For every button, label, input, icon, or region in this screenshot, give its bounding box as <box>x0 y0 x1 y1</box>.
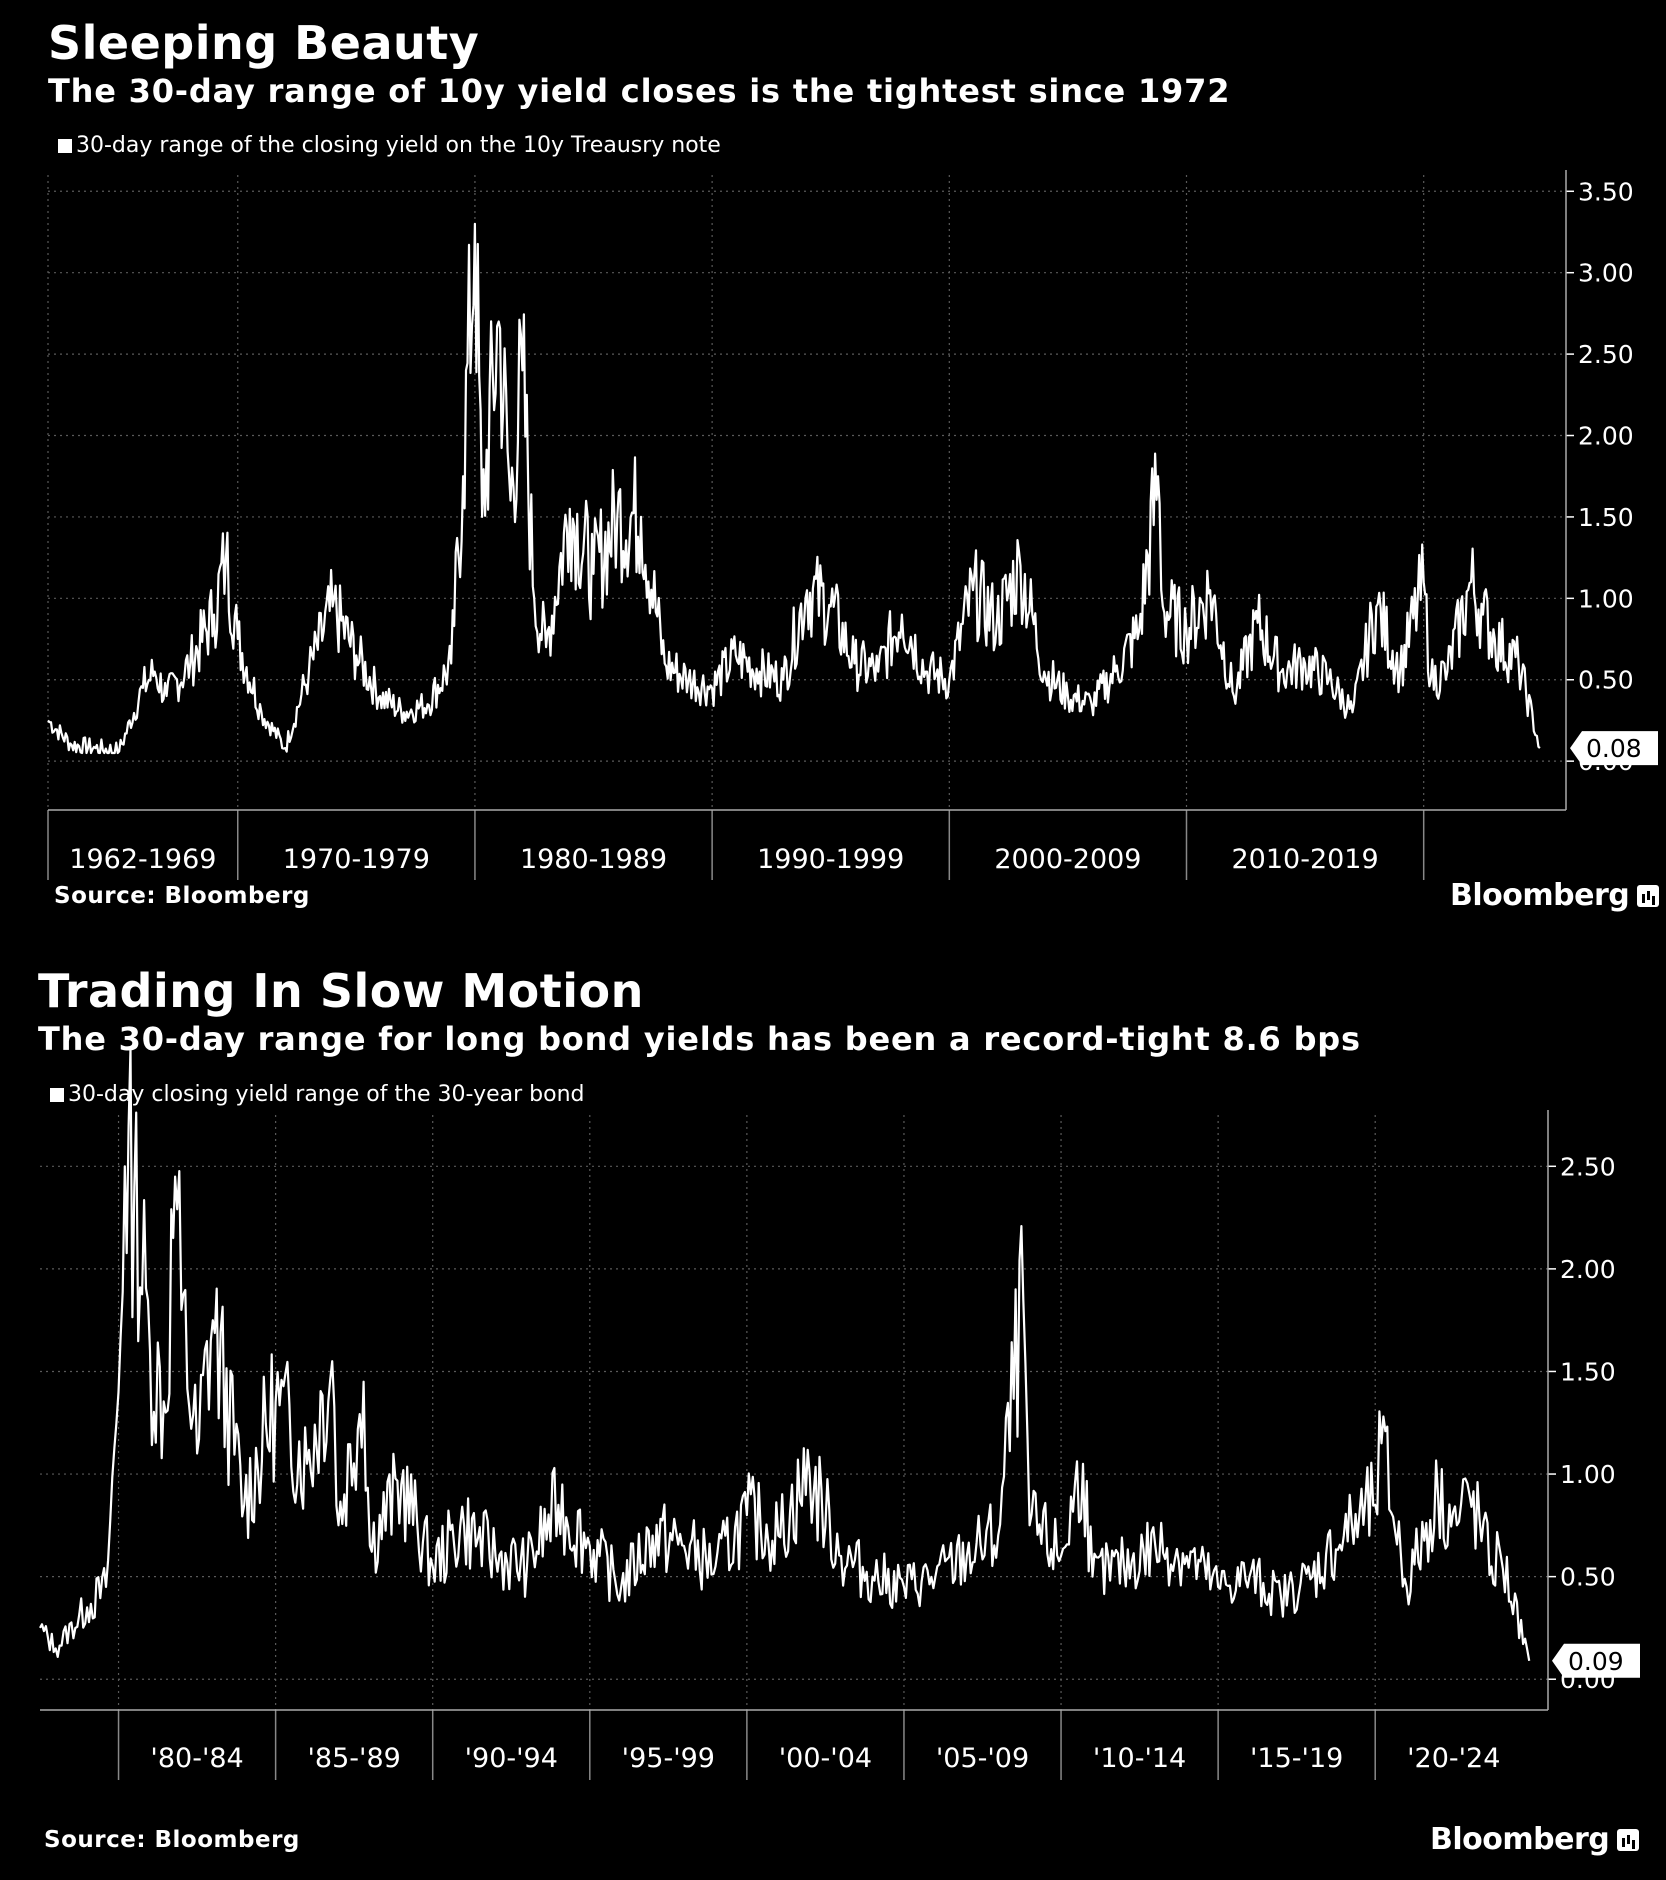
bloomberg-brand: Bloomberg <box>1450 878 1660 913</box>
x-tick-label: 1990-1999 <box>757 844 904 875</box>
y-tick-label: 0.50 <box>1578 666 1634 695</box>
chart-legend: 30-day range of the closing yield on the… <box>58 133 721 158</box>
chart-panel-30y: Trading In Slow Motion The 30-day range … <box>0 950 1666 1880</box>
x-tick-label: 1980-1989 <box>520 844 667 875</box>
last-value-callout <box>1570 731 1658 766</box>
x-tick-label: '05-'09 <box>936 1743 1029 1774</box>
x-tick-label: 1962-1969 <box>69 844 216 875</box>
y-tick-label: 2.00 <box>1578 422 1634 451</box>
legend-swatch <box>50 1087 64 1102</box>
x-tick-label: '90-'94 <box>465 1743 558 1774</box>
legend-label: 30-day closing yield range of the 30-yea… <box>68 1082 585 1107</box>
y-tick-label: 1.00 <box>1560 1460 1616 1489</box>
x-tick-label: '20-'24 <box>1407 1743 1500 1774</box>
bloomberg-brand: Bloomberg <box>1430 1822 1640 1857</box>
last-value-label: 0.09 <box>1568 1647 1624 1676</box>
y-tick-label: 1.00 <box>1578 584 1634 613</box>
y-tick-label: 1.50 <box>1578 503 1634 532</box>
brand-label: Bloomberg <box>1450 878 1630 913</box>
line-chart-10y: 0.000.501.001.502.002.503.003.501962-196… <box>47 170 1658 880</box>
y-tick-label: 2.00 <box>1560 1255 1616 1284</box>
series-line <box>47 222 1541 755</box>
x-tick-label: 2010-2019 <box>1232 844 1379 875</box>
bloomberg-logo-icon <box>1617 1828 1640 1851</box>
x-tick-label: '80-'84 <box>150 1743 243 1774</box>
x-tick-label: 2000-2009 <box>994 844 1141 875</box>
legend-label: 30-day range of the closing yield on the… <box>76 133 721 158</box>
bloomberg-logo-icon <box>1637 884 1660 907</box>
source-note: Source: Bloomberg <box>54 883 310 909</box>
x-tick-label: '15-'19 <box>1250 1743 1343 1774</box>
series-line <box>39 1047 1531 1661</box>
chart-subtitle: The 30-day range for long bond yields ha… <box>38 1020 1361 1058</box>
x-tick-label: 1970-1979 <box>283 844 430 875</box>
line-chart-30y: 0.000.501.001.502.002.50'80-'84'85-'89'9… <box>39 1047 1640 1780</box>
chart-subtitle: The 30-day range of 10y yield closes is … <box>48 72 1231 110</box>
chart-legend: 30-day closing yield range of the 30-yea… <box>50 1082 584 1107</box>
y-tick-label: 1.50 <box>1560 1357 1616 1386</box>
legend-swatch <box>58 138 72 153</box>
chart-title: Sleeping Beauty <box>48 16 480 70</box>
y-tick-label: 2.50 <box>1560 1152 1616 1181</box>
x-tick-label: '10-'14 <box>1093 1743 1186 1774</box>
source-note: Source: Bloomberg <box>44 1827 300 1853</box>
y-tick-label: 3.50 <box>1578 177 1634 206</box>
chart-title: Trading In Slow Motion <box>38 964 644 1018</box>
chart-panel-10y: Sleeping Beauty The 30-day range of 10y … <box>0 0 1666 930</box>
x-tick-label: '95-'99 <box>622 1743 715 1774</box>
brand-label: Bloomberg <box>1430 1822 1610 1857</box>
y-tick-label: 2.50 <box>1578 340 1634 369</box>
last-value-callout <box>1552 1643 1640 1678</box>
x-tick-label: '85-'89 <box>308 1743 401 1774</box>
y-tick-label: 0.50 <box>1560 1563 1616 1592</box>
x-tick-label: '00-'04 <box>779 1743 872 1774</box>
y-tick-label: 3.00 <box>1578 259 1634 288</box>
last-value-label: 0.08 <box>1586 734 1642 763</box>
